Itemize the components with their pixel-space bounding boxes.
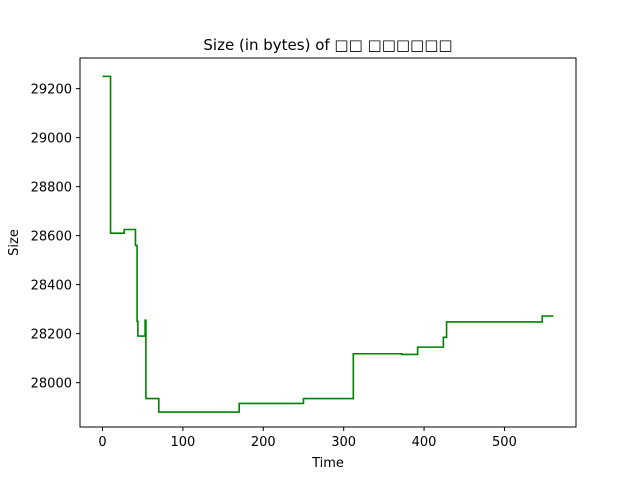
- x-tick-label: 0: [98, 435, 106, 450]
- x-tick-label: 500: [492, 435, 517, 450]
- series-line-0: [102, 75, 554, 413]
- y-tick-label: 28800: [31, 181, 72, 196]
- y-tick-label: 28400: [31, 279, 72, 294]
- chart-title: Size (in bytes) of □□ □□□□□□: [203, 36, 452, 54]
- x-tick-label: 300: [331, 435, 356, 450]
- y-tick-label: 29000: [31, 132, 72, 147]
- y-tick-label: 29200: [31, 83, 72, 98]
- x-axis-label: Time: [311, 456, 344, 471]
- series-layer: [102, 75, 554, 413]
- y-tick-label: 28000: [31, 377, 72, 392]
- x-tick-label: 100: [170, 435, 195, 450]
- y-tick-label: 28600: [31, 230, 72, 245]
- x-tick-label: 200: [251, 435, 276, 450]
- plot-area: [79, 57, 577, 428]
- y-axis: 28000 28200 28400 28600 28800 29000 29200: [31, 83, 80, 392]
- y-tick-label: 28200: [31, 328, 72, 343]
- x-tick-label: 400: [412, 435, 437, 450]
- y-axis-label: Size: [7, 229, 22, 256]
- x-axis: 0 100 200 300 400 500: [98, 427, 517, 450]
